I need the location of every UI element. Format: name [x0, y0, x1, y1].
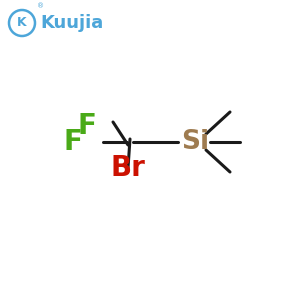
Text: F: F: [63, 128, 82, 156]
Text: F: F: [77, 112, 96, 140]
Text: Br: Br: [111, 154, 146, 182]
Text: ®: ®: [37, 3, 44, 9]
Text: K: K: [17, 16, 27, 29]
Text: Kuujia: Kuujia: [40, 14, 103, 32]
Text: Si: Si: [181, 129, 209, 155]
